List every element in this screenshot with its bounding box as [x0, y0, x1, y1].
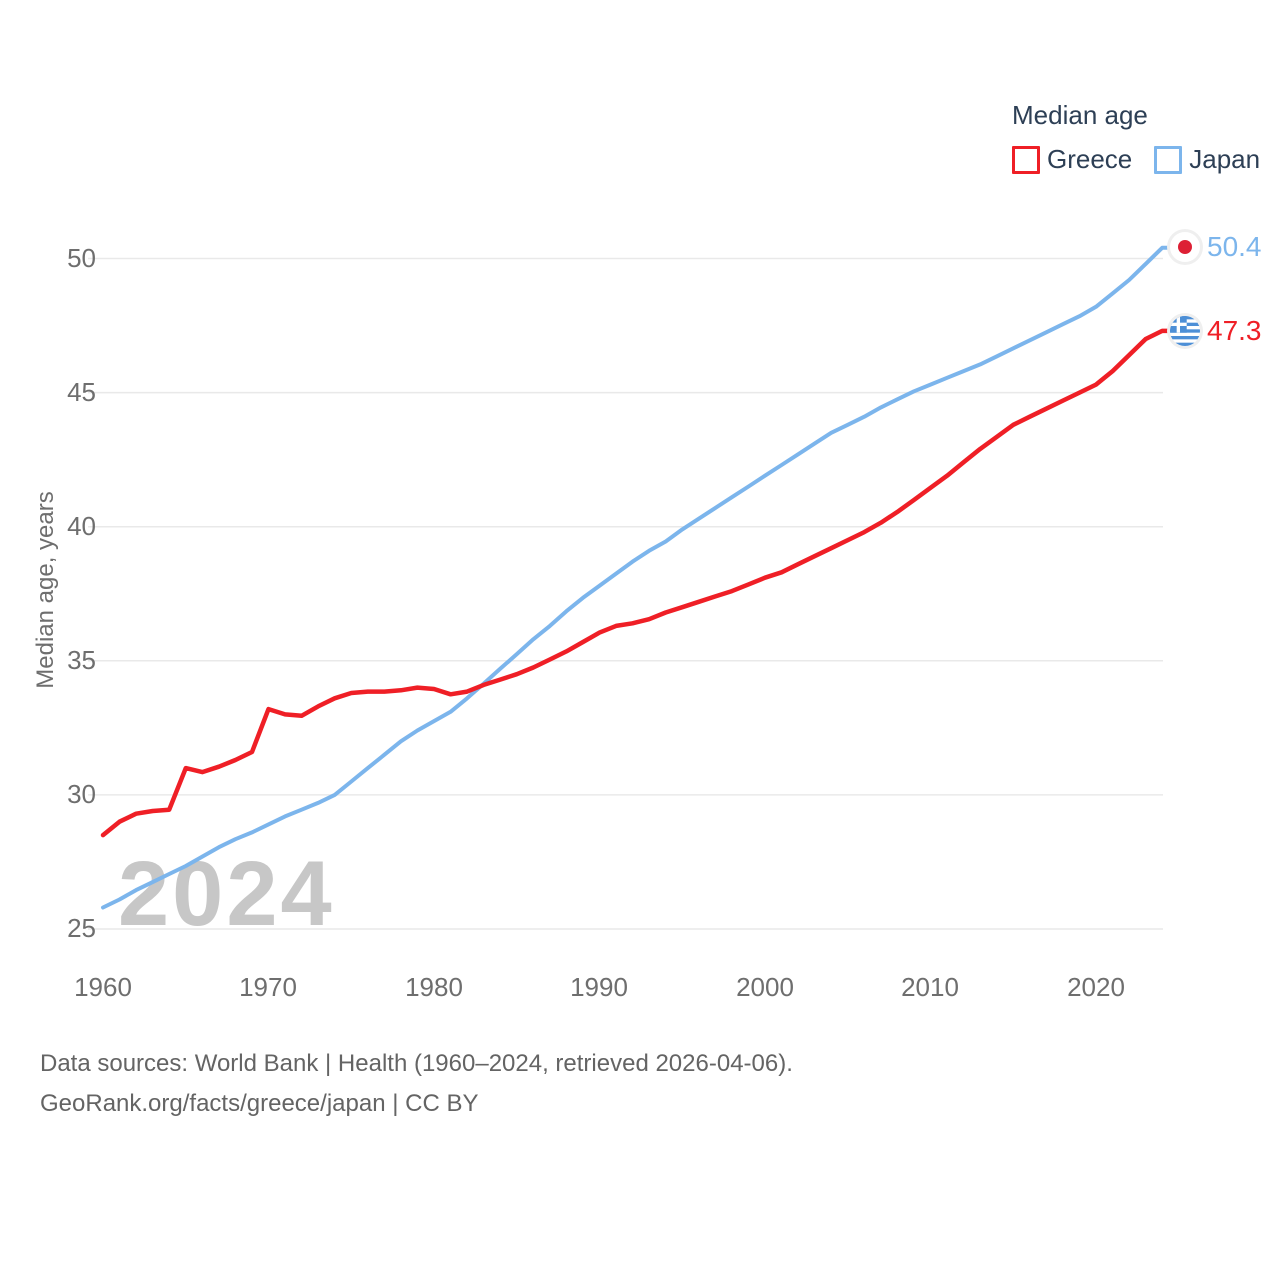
x-tick-2000: 2000: [736, 972, 794, 1002]
y-tick-40: 40: [67, 511, 96, 541]
greece-flag-icon: [1167, 313, 1203, 349]
y-tick-45: 45: [67, 377, 96, 407]
y-tick-25: 25: [67, 913, 96, 943]
x-tick-1980: 1980: [405, 972, 463, 1002]
watermark-year: 2024: [118, 843, 335, 945]
x-tick-1960: 1960: [74, 972, 132, 1002]
legend: Median age Greece Japan: [1012, 100, 1260, 175]
japan-flag-icon: [1167, 229, 1203, 265]
greece-line[interactable]: [100, 328, 1172, 838]
legend-item-greece[interactable]: Greece: [1012, 144, 1132, 175]
japan-end-marker[interactable]: [1167, 229, 1203, 265]
legend-label-greece: Greece: [1047, 144, 1133, 174]
japan-line[interactable]: [101, 245, 1171, 910]
legend-label-japan: Japan: [1189, 144, 1261, 174]
y-tick-35: 35: [67, 645, 96, 675]
y-tick-50: 50: [67, 243, 96, 273]
greece-end-marker[interactable]: [1167, 313, 1203, 349]
x-tick-1970: 1970: [239, 972, 297, 1002]
footer-sources: Data sources: World Bank | Health (1960–…: [40, 1050, 793, 1077]
legend-item-japan[interactable]: Japan: [1154, 144, 1260, 175]
x-tick-2020: 2020: [1067, 972, 1125, 1002]
x-tick-1990: 1990: [570, 972, 628, 1002]
y-tick-30: 30: [67, 779, 96, 809]
footer: Data sources: World Bank | Health (1960–…: [40, 1044, 793, 1124]
greece-swatch-icon: [1012, 145, 1040, 174]
legend-title: Median age: [1012, 100, 1148, 130]
x-tick-2010: 2010: [901, 972, 959, 1002]
japan-swatch-icon: [1154, 145, 1183, 174]
japan-end-value: 50.4: [1207, 231, 1262, 262]
greece-end-value: 47.3: [1207, 315, 1262, 346]
footer-attribution: GeoRank.org/facts/greece/japan | CC BY: [40, 1090, 479, 1117]
legend-items: Greece Japan: [1012, 144, 1260, 175]
